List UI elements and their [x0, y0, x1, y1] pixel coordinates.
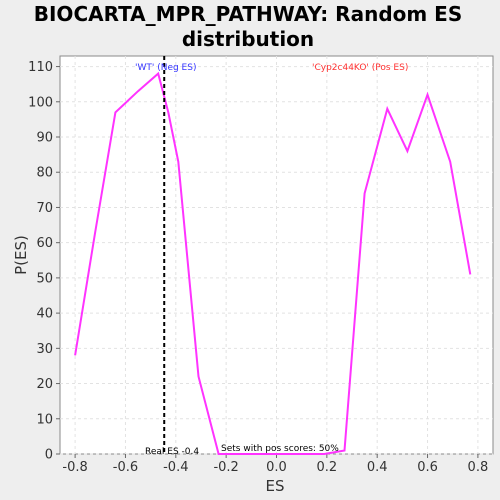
series-line [74, 71, 472, 455]
real-es-label: Real ES -0.4 [145, 447, 199, 457]
y-tick-label: 30 [36, 342, 53, 357]
y-axis-label: P(ES) [12, 235, 30, 275]
x-tick-label: 0.2 [317, 460, 338, 475]
x-axis-label: ES [266, 477, 285, 495]
x-axis-ticks: -0.8 -0.6 -0.4 -0.2 0.0 0.2 0.4 0.6 0.8 [62, 454, 488, 475]
x-tick-label: -0.2 [213, 460, 238, 475]
y-tick-label: 100 [28, 95, 53, 110]
chart-title-line-1: BIOCARTA_MPR_PATHWAY: Random ES [34, 2, 463, 26]
pos-es-label: 'Cyp2c44KO' (Pos ES) [312, 63, 408, 73]
neg-es-label: 'WT' (Neg ES) [135, 63, 196, 73]
y-tick-label: 20 [36, 377, 53, 392]
y-tick-label: 80 [36, 166, 53, 181]
y-tick-label: 110 [28, 60, 53, 75]
x-tick-label: 0.6 [417, 460, 438, 475]
x-tick-label: -0.8 [62, 460, 87, 475]
chart-title-line-2: distribution [182, 27, 314, 51]
y-tick-label: 90 [36, 131, 53, 146]
y-axis-ticks: 0 10 20 30 40 50 60 70 80 90 100 110 [28, 60, 60, 463]
pos-scores-label: Sets with pos scores: 50% [221, 444, 339, 454]
y-tick-label: 50 [36, 271, 53, 286]
x-tick-label: -0.4 [163, 460, 188, 475]
x-tick-label: -0.6 [113, 460, 138, 475]
y-tick-label: 0 [45, 448, 53, 463]
y-tick-label: 60 [36, 236, 53, 251]
y-tick-label: 10 [36, 412, 53, 427]
x-tick-label: 0.8 [468, 460, 489, 475]
y-tick-label: 40 [36, 307, 53, 322]
x-tick-label: 0.4 [367, 460, 388, 475]
x-tick-label: 0.0 [266, 460, 287, 475]
y-tick-label: 70 [36, 201, 53, 216]
